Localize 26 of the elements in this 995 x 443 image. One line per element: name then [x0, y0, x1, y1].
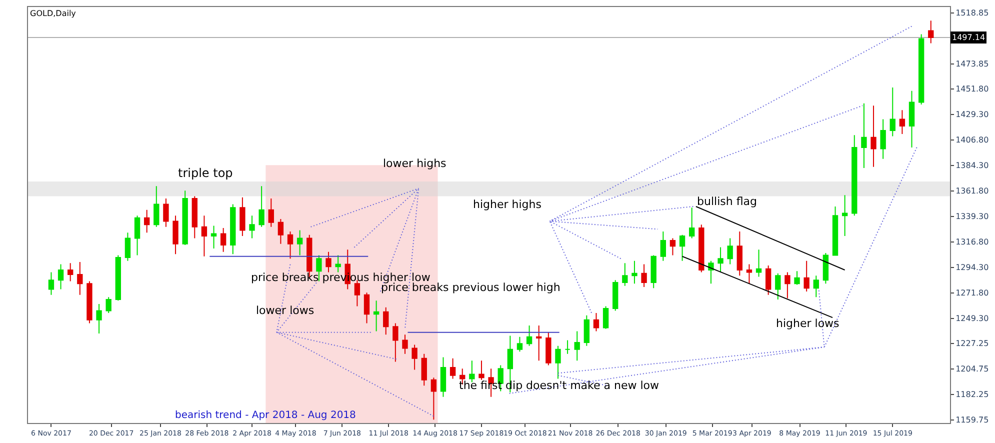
band-label: triple top	[178, 166, 233, 180]
annotation: higher lows	[776, 317, 840, 330]
y-tick-label: 1518.85	[956, 8, 989, 18]
band-label: bearish trend - Apr 2018 - Aug 2018	[175, 410, 356, 421]
y-tick-label: 1182.25	[956, 390, 989, 400]
annotation: lower lows	[256, 304, 314, 317]
y-tick-label: 1204.75	[956, 364, 989, 374]
chart-title: GOLD,Daily	[30, 9, 76, 18]
y-tick-label: 1361.80	[956, 186, 989, 196]
annotation: price breaks previous lower high	[381, 281, 560, 294]
annotation: lower highs	[383, 157, 447, 170]
y-tick-label: 1159.75	[956, 416, 989, 425]
y-tick-label: 1406.80	[956, 136, 989, 145]
y-tick-label: 1473.85	[956, 60, 989, 69]
annotation: higher highs	[473, 198, 542, 211]
y-tick-label: 1249.30	[956, 314, 989, 324]
y-tick-label: 1339.30	[956, 212, 989, 222]
y-tick-label: 1384.30	[956, 161, 989, 170]
annotation: bullish flag	[697, 195, 757, 208]
y-tick-label: 1316.80	[956, 238, 989, 247]
y-tick-label: 1227.25	[956, 339, 989, 348]
y-tick-label: 1294.30	[956, 263, 989, 272]
y-tick-label: 1271.80	[956, 288, 989, 298]
y-tick-label: 1429.30	[956, 110, 989, 120]
y-tick-label: 1451.80	[956, 84, 989, 94]
ref-line-label: 1497.14	[952, 33, 986, 42]
